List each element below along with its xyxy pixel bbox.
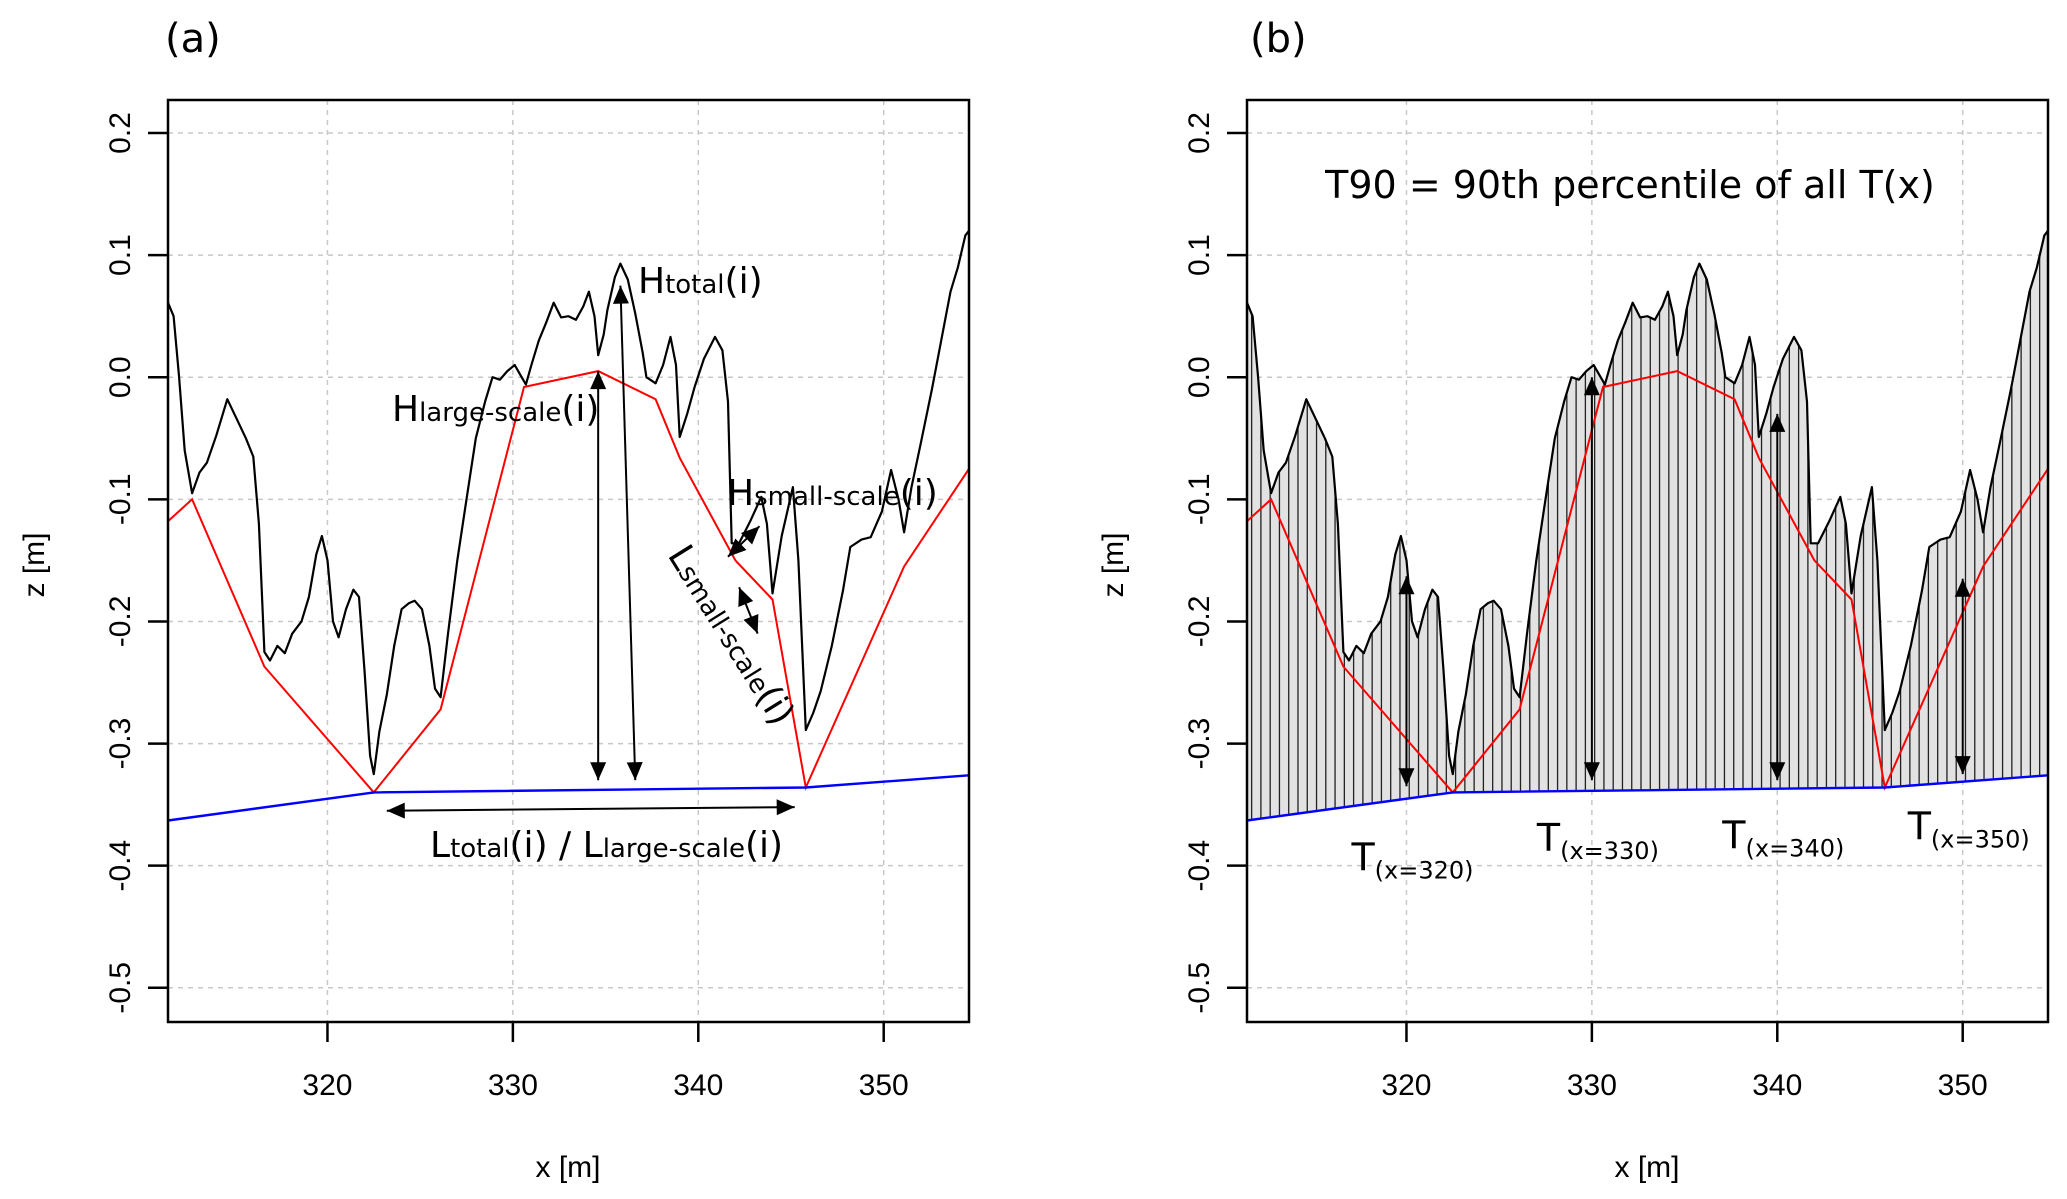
- arrow-t-x330-head-end: [1583, 762, 1600, 781]
- envelope-line: [1246, 370, 2049, 794]
- y-tick-label: 0.2: [104, 112, 137, 154]
- t-label-sub: (x=340): [1746, 835, 1845, 863]
- t-label-main: T: [1907, 805, 1932, 849]
- arrow-h-total-arrow-shaft: [619, 285, 637, 781]
- panel-a: (a) 0.2 0.1 0.0 -0.1 -0.2 -0.3 -0.4 -0.5 320 330…: [18, 16, 971, 1184]
- profile-line: [1245, 230, 2049, 776]
- area-fill: [1247, 230, 2048, 821]
- t-label: T(x=330): [1536, 816, 1659, 865]
- panel-a-series: [166, 230, 970, 822]
- arrow-t-x320-head-end: [1398, 768, 1415, 787]
- y-tick-label: -0.1: [1183, 473, 1216, 525]
- x-tick-label: 350: [1938, 1069, 1988, 1102]
- panel-b: (b) 0.2 0.1 0.0 -0.1 -0.2 -0.3 -0.4 -0.5 320 330…: [1097, 16, 2050, 1184]
- arrow-l-small-arrow-head-end: [743, 613, 759, 634]
- t-label-sub: (x=350): [1931, 826, 2030, 854]
- x-tick-label: 350: [859, 1069, 909, 1102]
- t-label: T(x=350): [1907, 805, 2030, 854]
- y-tick-label: -0.2: [1183, 596, 1216, 648]
- envelope-line: [167, 370, 970, 794]
- panel-b-x-ticks: 320 330 340 350: [1381, 1022, 1988, 1102]
- plot-frame: [166, 98, 971, 1024]
- panel-a-y-axis-title: z [m]: [18, 533, 51, 598]
- arrow-h-small-arrow-head-start: [727, 538, 747, 557]
- t-label-sub: (x=330): [1560, 837, 1659, 865]
- baseline-line: [1246, 774, 2049, 822]
- panel-b-fill: [1247, 230, 2048, 821]
- panel-b-x-axis-title: x [m]: [1615, 1151, 1680, 1184]
- x-tick-label: 320: [1381, 1069, 1431, 1102]
- x-tick-label: 330: [488, 1069, 538, 1102]
- annotation-t90: T90 = 90th percentile of all T(x): [1324, 163, 1935, 207]
- y-tick-label: -0.4: [1183, 840, 1216, 892]
- y-tick-label: -0.1: [104, 473, 137, 525]
- panel-a-label: (a): [165, 16, 221, 62]
- panel-a-arrows: [386, 285, 795, 819]
- y-tick-label: -0.3: [1183, 718, 1216, 770]
- arrow-l-total-arrow-head-end: [776, 799, 795, 816]
- panel-a-y-ticks: 0.2 0.1 0.0 -0.1 -0.2 -0.3 -0.4 -0.5: [104, 112, 168, 1014]
- t-label: T(x=340): [1721, 814, 1844, 863]
- y-tick-label: 0.1: [104, 234, 137, 276]
- y-tick-label: -0.5: [104, 962, 137, 1014]
- arrow-t-x340-head-end: [1769, 762, 1786, 781]
- arrow-l-total-arrow-shaft: [386, 806, 795, 812]
- annotation-h-large-scale: Hlarge-scale(i): [392, 389, 599, 430]
- panel-a-grid: [168, 100, 969, 1022]
- y-tick-label: -0.5: [1183, 962, 1216, 1014]
- y-tick-label: 0.1: [1183, 234, 1216, 276]
- arrow-l-total-arrow-head-start: [386, 802, 405, 819]
- panel-b-frame: [1245, 98, 2050, 1024]
- arrow-t-x330-head-start: [1583, 377, 1600, 396]
- profile-line: [166, 230, 970, 776]
- arrow-t-x350-head-end: [1954, 756, 1971, 775]
- y-tick-label: -0.3: [104, 718, 137, 770]
- plot-frame: [1245, 98, 2050, 1024]
- panel-b-arrows: [1398, 377, 1971, 787]
- panel-a-x-ticks: 320 330 340 350: [302, 1022, 909, 1102]
- arrow-h-small-arrow-head-end: [740, 526, 760, 545]
- x-tick-label: 340: [673, 1069, 723, 1102]
- arrow-h-large-arrow-head-start: [590, 371, 607, 390]
- annotation-h-small-scale: Hsmall-scale(i): [727, 473, 938, 514]
- y-tick-label: -0.4: [104, 840, 137, 892]
- t-label-main: T: [1536, 816, 1561, 860]
- t-label-sub: (x=320): [1375, 857, 1474, 885]
- arrow-t-x340-head-start: [1769, 413, 1786, 432]
- panel-a-x-axis-title: x [m]: [536, 1151, 601, 1184]
- x-tick-label: 340: [1752, 1069, 1802, 1102]
- panel-a-frame: [166, 98, 971, 1024]
- arrow-h-total-arrow-head-end: [626, 761, 643, 781]
- arrow-h-large-arrow-head-end: [590, 762, 607, 781]
- panel-b-y-ticks: 0.2 0.1 0.0 -0.1 -0.2 -0.3 -0.4 -0.5: [1183, 112, 1247, 1014]
- arrow-t-x350-head-start: [1954, 578, 1971, 597]
- y-tick-label: 0.0: [1183, 356, 1216, 398]
- panel-b-t-labels: T(x=320)T(x=330) T(x=340)T(x=350): [1350, 805, 2029, 885]
- baseline-line: [167, 774, 970, 822]
- y-tick-label: 0.2: [1183, 112, 1216, 154]
- arrow-l-small-arrow-head-start: [738, 587, 754, 607]
- arrow-t-x320-head-start: [1398, 576, 1415, 595]
- t-label-main: T: [1721, 814, 1746, 858]
- panel-b-label: (b): [1250, 16, 1307, 62]
- annotation-h-total: Htotal(i): [638, 261, 763, 302]
- t-label-main: T: [1350, 836, 1375, 880]
- annotation-l-small-scale: Lsmall-scale(i): [659, 538, 802, 733]
- arrow-h-total-arrow-head-start: [612, 285, 629, 304]
- panel-b-series: [1245, 230, 2049, 822]
- y-tick-label: 0.0: [104, 356, 137, 398]
- x-tick-label: 330: [1567, 1069, 1617, 1102]
- y-tick-label: -0.2: [104, 596, 137, 648]
- annotation-l-total: Ltotal(i) / Llarge-scale(i): [430, 825, 783, 866]
- t-label: T(x=320): [1350, 836, 1473, 885]
- panel-b-y-axis-title: z [m]: [1097, 533, 1130, 598]
- x-tick-label: 320: [302, 1069, 352, 1102]
